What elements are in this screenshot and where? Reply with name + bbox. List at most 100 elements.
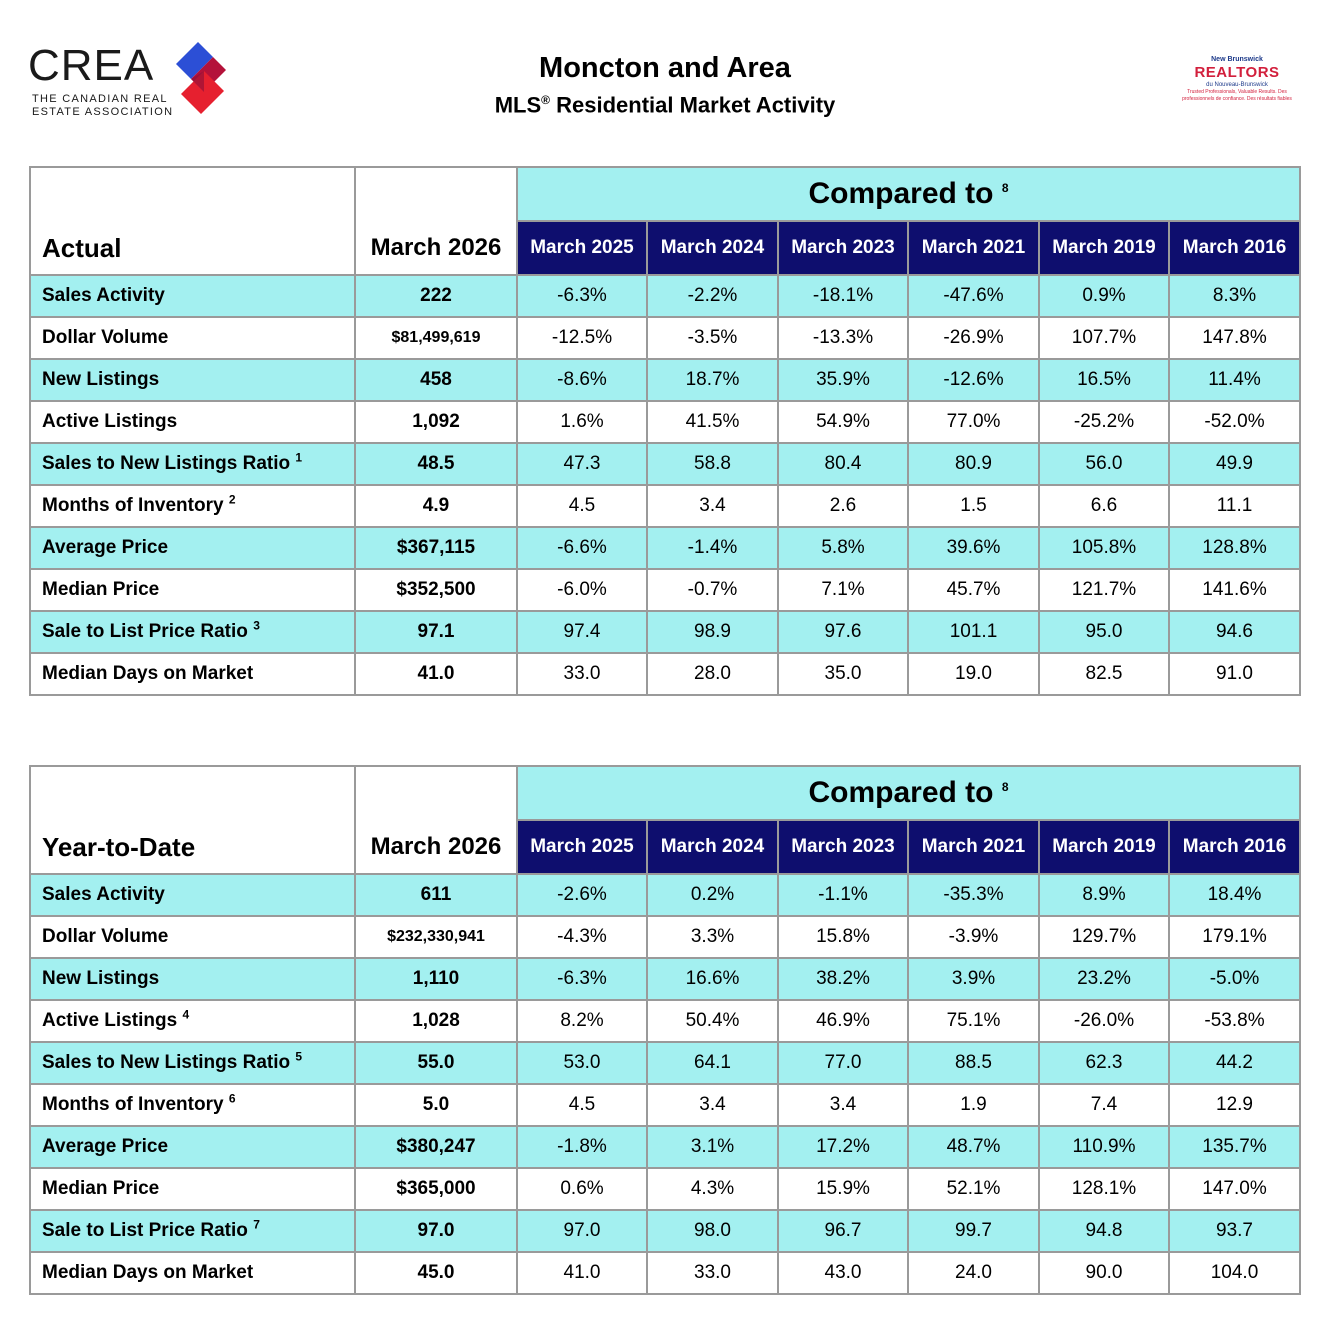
comparison-value: 18.7% — [646, 358, 779, 402]
comparison-value: 3.1% — [646, 1125, 779, 1169]
comparison-value: 104.0 — [1167, 1251, 1302, 1295]
compared-to-label: Compared to — [808, 776, 994, 809]
metric-label: New Listings — [29, 957, 356, 1001]
comparison-value: 80.4 — [777, 442, 909, 486]
current-period-header: March 2026 — [354, 166, 518, 276]
metric-label: Median Price — [29, 1167, 356, 1211]
comparison-value: 101.1 — [907, 610, 1040, 654]
comparison-value: 75.1% — [907, 999, 1040, 1043]
comparison-value: 93.7 — [1167, 1209, 1302, 1253]
section-heading: Year-to-Date — [29, 765, 356, 875]
metric-label: Sales to New Listings Ratio 1 — [29, 442, 356, 486]
comparison-value: 5.8% — [777, 526, 909, 570]
report-titles: Moncton and Area MLS® Residential Market… — [330, 50, 1000, 119]
comparison-value: 147.0% — [1167, 1167, 1302, 1211]
comparison-value: -1.8% — [516, 1125, 648, 1169]
comparison-value: 135.7% — [1167, 1125, 1302, 1169]
comparison-value: 44.2 — [1167, 1041, 1302, 1085]
comparison-value: -35.3% — [907, 873, 1040, 917]
metric-label: Sale to List Price Ratio 7 — [29, 1209, 356, 1253]
comparison-year-header: March 2019 — [1038, 819, 1170, 875]
table-row: Dollar Volume $232,330,941 -4.3% 3.3% 15.8% -… — [29, 915, 1302, 959]
table-row: Active Listings 1,092 1.6% 41.5% 54.9% 77.0% -… — [29, 400, 1302, 444]
subtitle-rest: Residential Market Activity — [550, 92, 836, 118]
comparison-value: 8.3% — [1167, 274, 1302, 318]
current-value: 458 — [354, 358, 518, 402]
comparison-value: 3.4 — [777, 1083, 909, 1127]
comparison-value: 11.4% — [1167, 358, 1302, 402]
current-value: $352,500 — [354, 568, 518, 612]
current-value: 97.0 — [354, 1209, 518, 1253]
comparison-value: -26.9% — [907, 316, 1040, 360]
nb-logo-french: du Nouveau-Brunswick — [1206, 82, 1268, 88]
comparison-value: 15.9% — [777, 1167, 909, 1211]
comparison-value: 88.5 — [907, 1041, 1040, 1085]
comparison-value: 2.6 — [777, 484, 909, 528]
comparison-value: 16.6% — [646, 957, 779, 1001]
metric-label-text: Active Listings — [42, 411, 178, 432]
comparison-value: 41.5% — [646, 400, 779, 444]
table-row: Median Days on Market 45.0 41.0 33.0 43.0 24.… — [29, 1251, 1302, 1295]
footnote-marker: 7 — [253, 1217, 260, 1232]
comparison-value: -12.5% — [516, 316, 648, 360]
comparison-value: 141.6% — [1167, 568, 1302, 612]
comparison-value: -6.3% — [516, 274, 648, 318]
comparison-value: 43.0 — [777, 1251, 909, 1295]
comparison-value: -6.3% — [516, 957, 648, 1001]
comparison-value: 7.4 — [1038, 1083, 1170, 1127]
compared-header-row: Actual March 2026 Compared to 8 — [29, 166, 1302, 276]
comparison-value: 77.0 — [777, 1041, 909, 1085]
metric-label: Dollar Volume — [29, 915, 356, 959]
comparison-value: 52.1% — [907, 1167, 1040, 1211]
metric-label: Sales Activity — [29, 274, 356, 318]
comparison-value: -18.1% — [777, 274, 909, 318]
footnote-marker: 8 — [1001, 181, 1009, 195]
comparison-value: 19.0 — [907, 652, 1040, 696]
table-row: Average Price $367,115 -6.6% -1.4% 5.8% 39.6%… — [29, 526, 1302, 570]
metric-label: Active Listings 4 — [29, 999, 356, 1043]
comparison-year-header: March 2023 — [777, 220, 909, 276]
comparison-value: 128.8% — [1167, 526, 1302, 570]
comparison-value: -1.1% — [777, 873, 909, 917]
table-row: New Listings 1,110 -6.3% 16.6% 38.2% 3.9% 23.2… — [29, 957, 1302, 1001]
comparison-value: 97.6 — [777, 610, 909, 654]
metric-label: Median Price — [29, 568, 356, 612]
comparison-value: 97.4 — [516, 610, 648, 654]
table-row: Months of Inventory 2 4.9 4.5 3.4 2.6 1.5 6.6 1… — [29, 484, 1302, 528]
current-value: 5.0 — [354, 1083, 518, 1127]
comparison-years-row: March 2025 March 2024 March 2023 March 2021… — [30, 819, 1302, 875]
comparison-value: -0.7% — [646, 568, 779, 612]
comparison-value: -26.0% — [1038, 999, 1170, 1043]
comparison-value: 6.6 — [1038, 484, 1170, 528]
metric-label-text: Average Price — [42, 537, 169, 558]
comparison-value: 24.0 — [907, 1251, 1040, 1295]
metric-label-text: Sales Activity — [42, 884, 165, 905]
comparison-value: 179.1% — [1167, 915, 1302, 959]
comparison-value: 38.2% — [777, 957, 909, 1001]
footnote-marker: 6 — [228, 1091, 236, 1106]
comparison-value: 128.1% — [1038, 1167, 1170, 1211]
comparison-value: -47.6% — [907, 274, 1040, 318]
comparison-value: 3.9% — [907, 957, 1040, 1001]
table-row: Sales Activity 611 -2.6% 0.2% -1.1% -35.3% 8.9… — [29, 873, 1302, 917]
crea-subtitle: THE CANADIAN REAL ESTATE ASSOCIATION — [32, 93, 173, 119]
table-row: New Listings 458 -8.6% 18.7% 35.9% -12.6% 16.5… — [29, 358, 1302, 402]
current-value: 45.0 — [354, 1251, 518, 1295]
metric-label: Sales Activity — [29, 873, 356, 917]
page-subtitle: MLS® Residential Market Activity — [330, 86, 1000, 119]
comparison-value: 49.9 — [1167, 442, 1302, 486]
subtitle-mls: MLS — [494, 92, 542, 118]
metric-label-text: Sales Activity — [42, 285, 165, 306]
current-value: 1,028 — [354, 999, 518, 1043]
comparison-year-header: March 2025 — [516, 819, 648, 875]
comparison-value: -2.6% — [516, 873, 648, 917]
comparison-value: 39.6% — [907, 526, 1040, 570]
crea-subtitle-line-2: ESTATE ASSOCIATION — [32, 106, 174, 118]
comparison-value: 54.9% — [777, 400, 909, 444]
crea-logo: CREA THE CANADIAN REAL ESTATE ASSOCIATIO… — [28, 40, 228, 122]
table-row: Months of Inventory 6 5.0 4.5 3.4 3.4 1.9 7.4 1… — [29, 1083, 1302, 1127]
registered-mark: ® — [541, 93, 550, 107]
metric-label-text: Median Days on Market — [42, 1262, 254, 1283]
current-period-header: March 2026 — [354, 765, 518, 875]
comparison-value: 23.2% — [1038, 957, 1170, 1001]
